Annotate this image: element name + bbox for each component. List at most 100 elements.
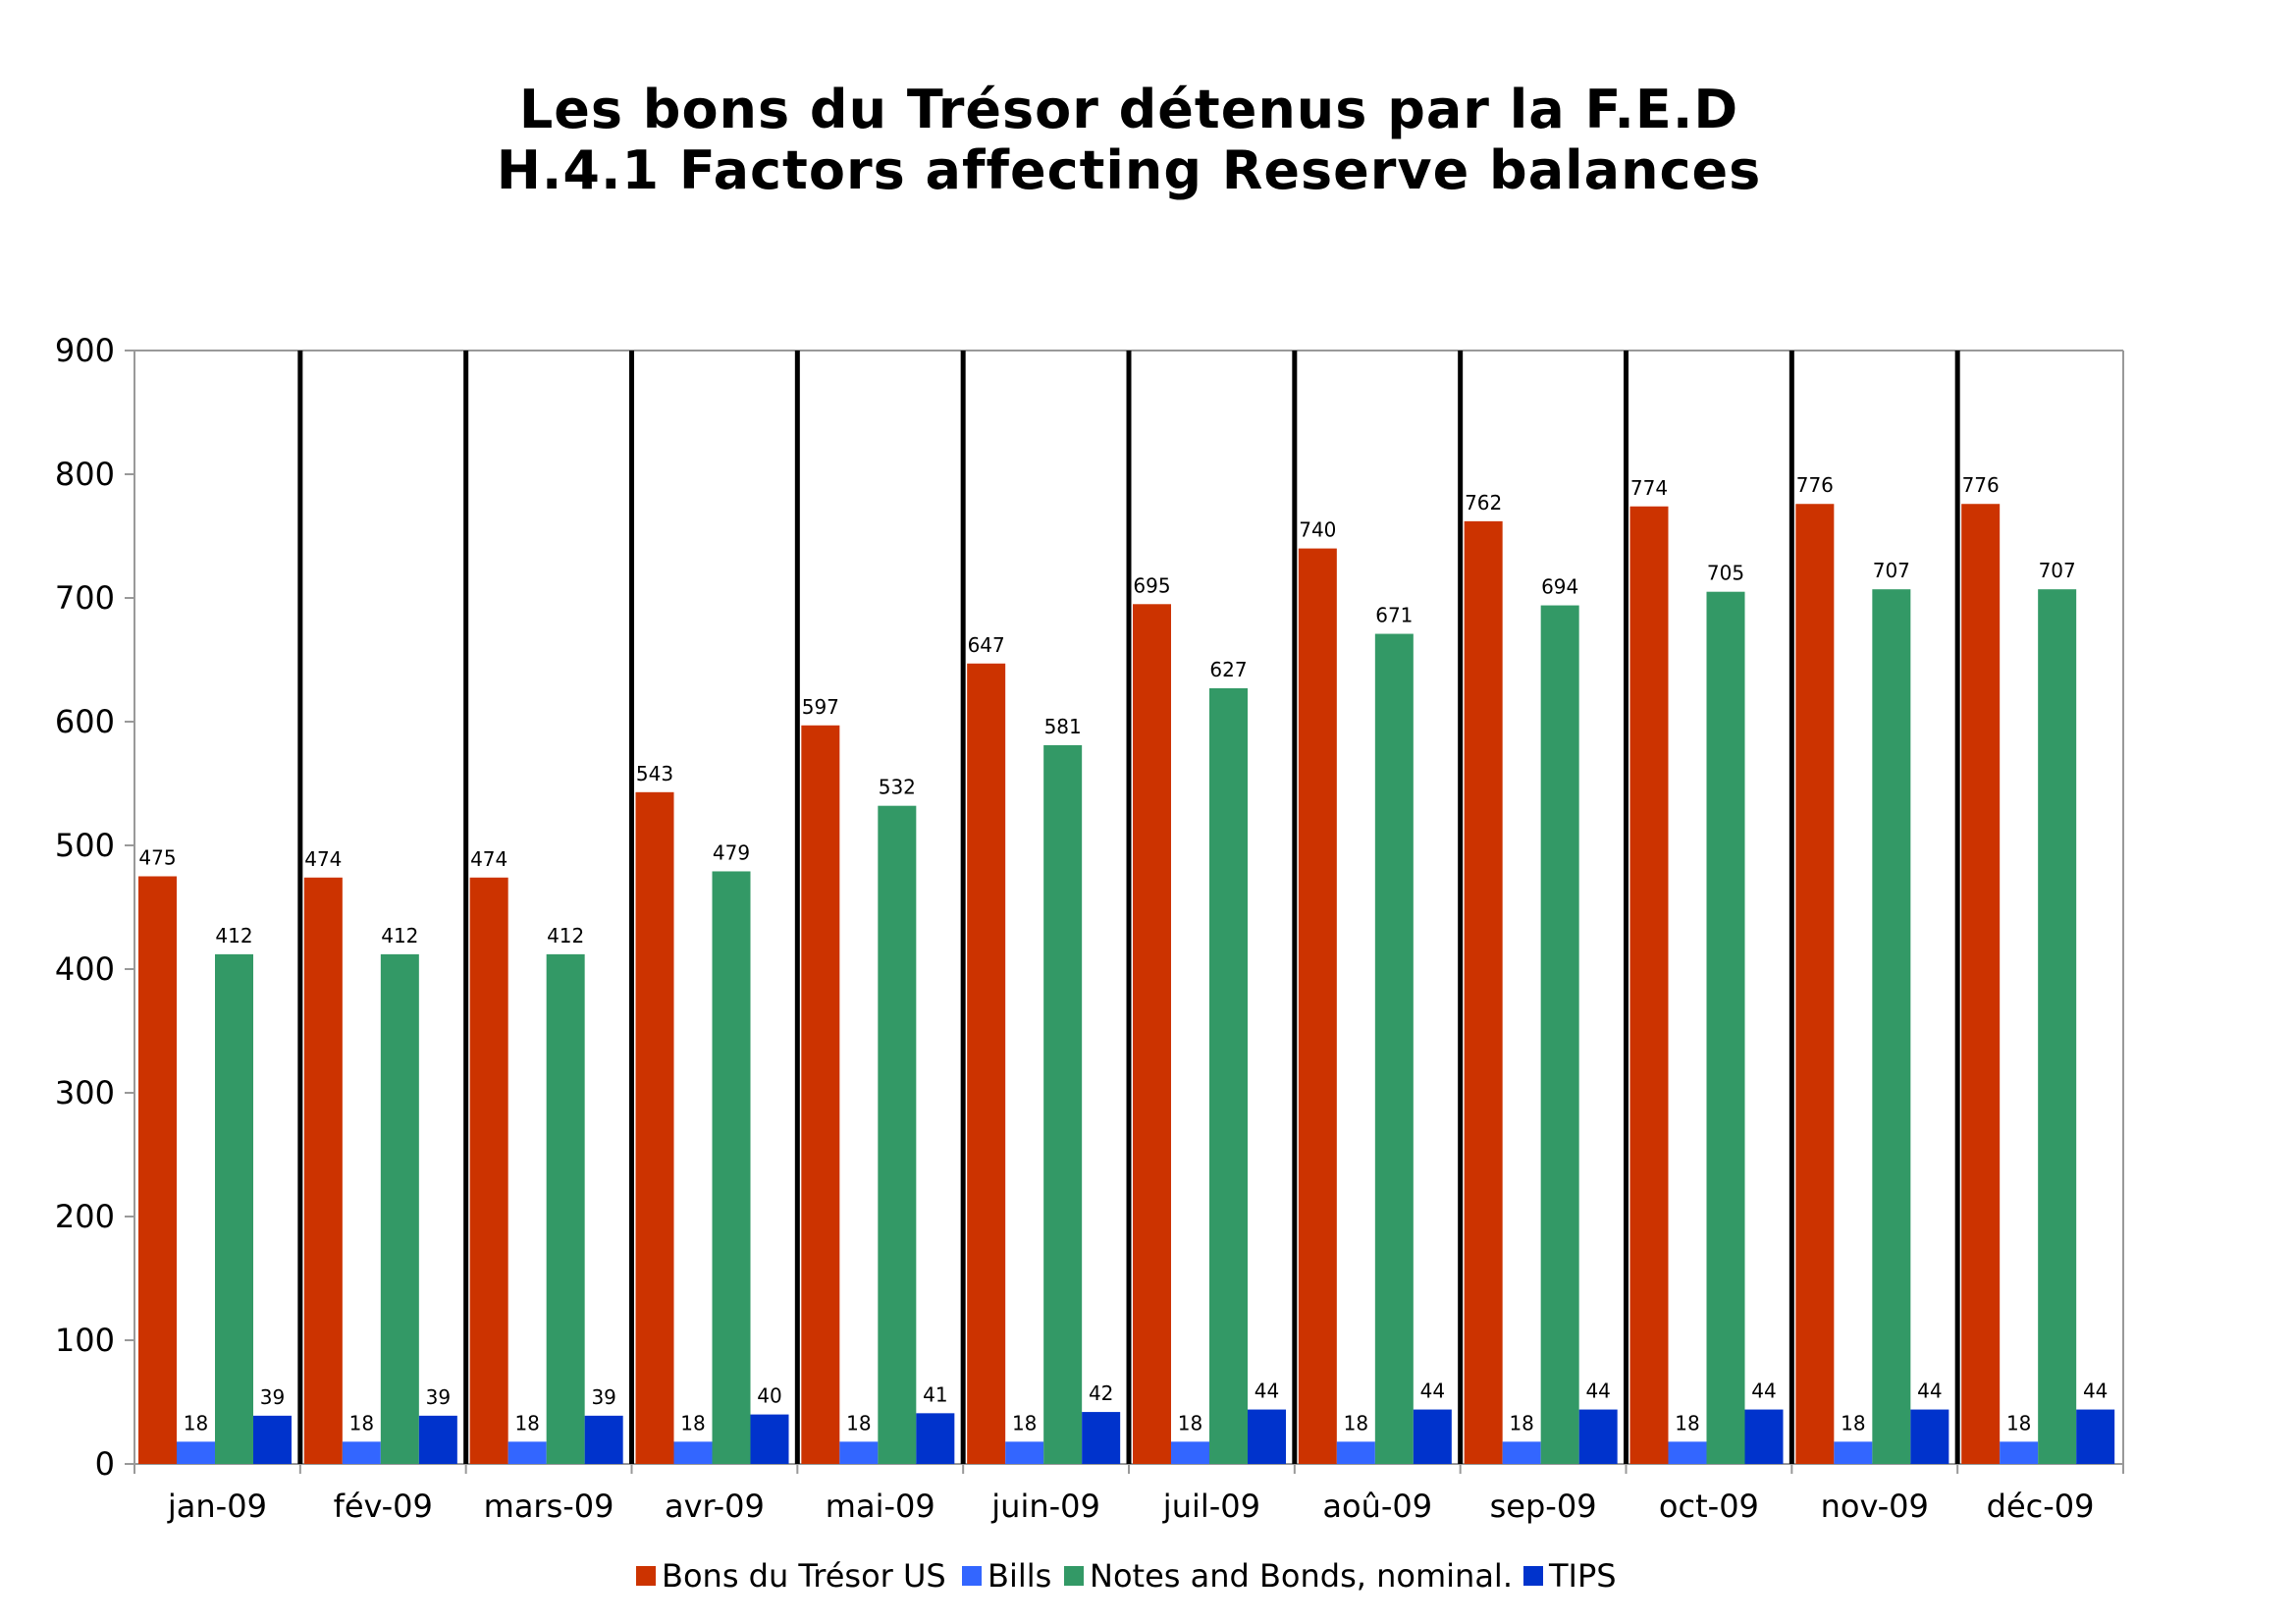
x-tick-label: nov-09: [1821, 1488, 1929, 1525]
data-label: 543: [636, 762, 673, 785]
data-label: 44: [1751, 1380, 1776, 1403]
bar: [1706, 591, 1745, 1464]
y-tick-label: 600: [55, 703, 115, 740]
data-label: 18: [514, 1411, 539, 1435]
legend-label: TIPS: [1548, 1557, 1617, 1595]
bar: [2000, 1441, 2039, 1464]
bar: [1961, 504, 2001, 1464]
legend-swatch: [636, 1566, 656, 1586]
data-label: 44: [1917, 1380, 1942, 1403]
bar: [342, 1441, 381, 1464]
data-label: 18: [1344, 1411, 1368, 1435]
bar: [2038, 589, 2077, 1464]
x-tick-label: fév-09: [334, 1488, 433, 1525]
x-tick-label: juil-09: [1162, 1488, 1260, 1525]
data-label: 776: [1962, 473, 2000, 497]
bar: [1248, 1409, 1286, 1464]
data-label: 776: [1796, 473, 1834, 497]
data-label: 18: [846, 1411, 871, 1435]
bar: [712, 871, 751, 1464]
x-tick-label: mars-09: [484, 1488, 614, 1525]
data-label: 475: [138, 846, 176, 870]
data-label: 762: [1465, 491, 1502, 514]
bar: [253, 1415, 292, 1464]
bar: [1910, 1409, 1949, 1464]
legend-label: Bills: [988, 1557, 1051, 1595]
y-tick-label: 0: [95, 1445, 115, 1483]
data-label: 18: [1841, 1411, 1865, 1435]
bar: [1336, 1441, 1375, 1464]
x-tick-label: avr-09: [665, 1488, 765, 1525]
legend-swatch: [1064, 1566, 1084, 1586]
data-label: 18: [2006, 1411, 2031, 1435]
bar: [1133, 604, 1171, 1464]
data-label: 44: [1255, 1380, 1279, 1403]
data-label: 18: [1509, 1411, 1533, 1435]
bar: [916, 1413, 955, 1464]
x-tick-label: oct-09: [1659, 1488, 1759, 1525]
data-label: 41: [923, 1382, 947, 1406]
x-tick-label: mai-09: [826, 1488, 935, 1525]
y-tick-label: 900: [55, 332, 115, 369]
data-label: 474: [470, 847, 507, 871]
data-label: 647: [968, 633, 1005, 657]
bar: [215, 953, 253, 1464]
x-tick-label: juin-09: [990, 1488, 1100, 1525]
data-label: 412: [381, 924, 418, 947]
data-label: 44: [1585, 1380, 1610, 1403]
x-tick-label: aoû-09: [1322, 1488, 1432, 1525]
data-label: 18: [1178, 1411, 1202, 1435]
legend-label: Notes and Bonds, nominal.: [1090, 1557, 1513, 1595]
y-tick-label: 200: [55, 1198, 115, 1235]
data-label: 532: [879, 776, 916, 799]
x-tick-label: sep-09: [1490, 1488, 1597, 1525]
data-label: 707: [2039, 559, 2076, 582]
bar: [1795, 504, 1835, 1464]
bar: [1082, 1412, 1121, 1464]
bar: [1464, 520, 1503, 1464]
bar: [1540, 605, 1579, 1464]
data-label: 40: [757, 1384, 781, 1408]
data-label: 42: [1089, 1381, 1113, 1405]
bar: [801, 725, 840, 1464]
bar: [1578, 1409, 1618, 1464]
data-label: 18: [349, 1411, 374, 1435]
bar: [177, 1441, 215, 1464]
x-tick-label: jan-09: [167, 1488, 267, 1525]
bar: [1629, 506, 1669, 1464]
bar: [839, 1441, 879, 1464]
y-tick-label: 700: [55, 579, 115, 617]
bar: [584, 1415, 623, 1464]
data-label: 44: [2083, 1380, 2108, 1403]
x-tick-label: déc-09: [1987, 1488, 2095, 1525]
y-tick-label: 300: [55, 1074, 115, 1111]
bar: [1668, 1441, 1707, 1464]
bar: [1872, 589, 1911, 1464]
chart-title: Les bons du Trésor détenus par la F.E.D: [518, 79, 1739, 140]
data-label: 474: [304, 847, 342, 871]
data-label: 707: [1873, 559, 1910, 582]
bar: [1005, 1441, 1044, 1464]
bar: [418, 1415, 457, 1464]
data-label: 18: [184, 1411, 208, 1435]
bar: [1834, 1441, 1873, 1464]
bar: [1744, 1409, 1784, 1464]
data-label: 671: [1375, 604, 1413, 627]
data-label: 412: [215, 924, 252, 947]
data-label: 412: [547, 924, 584, 947]
legend-swatch: [1523, 1566, 1543, 1586]
bar: [380, 953, 419, 1464]
bar: [2076, 1409, 2115, 1464]
bar: [1171, 1441, 1209, 1464]
bar: [878, 805, 917, 1464]
y-tick-label: 400: [55, 950, 115, 988]
bar: [1043, 744, 1083, 1464]
data-label: 740: [1299, 518, 1336, 542]
bar: [1413, 1409, 1452, 1464]
bar: [1374, 633, 1414, 1464]
chart-subtitle: H.4.1 Factors affecting Reserve balances: [496, 139, 1762, 201]
bar: [750, 1414, 789, 1464]
data-label: 627: [1209, 658, 1247, 681]
bar: [469, 877, 508, 1464]
data-label: 44: [1420, 1380, 1445, 1403]
